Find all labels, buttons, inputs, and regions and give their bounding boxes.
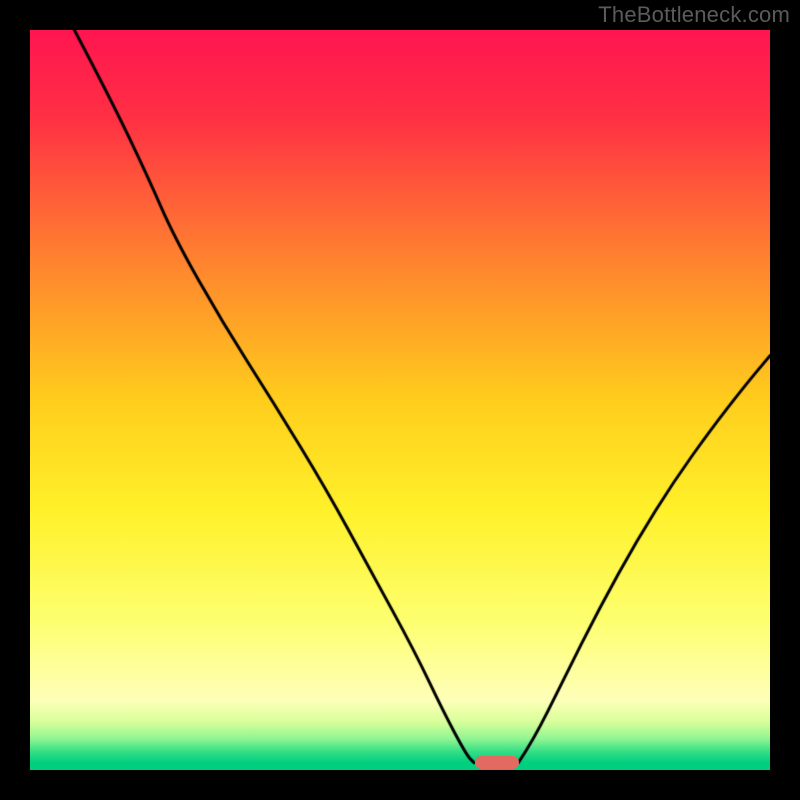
bottleneck-curve <box>30 30 770 770</box>
watermark-text: TheBottleneck.com <box>598 2 790 28</box>
optimal-point-marker <box>475 756 519 769</box>
chart-frame: TheBottleneck.com <box>0 0 800 800</box>
